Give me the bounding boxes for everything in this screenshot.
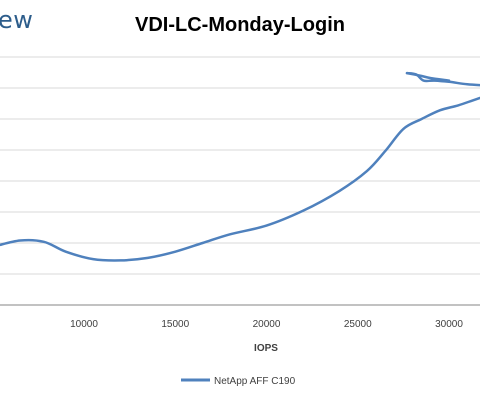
series-line <box>0 96 480 262</box>
x-axis-title: IOPS <box>254 343 278 354</box>
series-line <box>405 71 451 82</box>
x-tick-label: 30000 <box>435 319 463 330</box>
chart-title: VDI-LC-Monday-Login <box>135 14 345 36</box>
x-tick-label: 15000 <box>161 319 189 330</box>
legend: NetApp AFF C190 <box>181 376 296 387</box>
x-tick-label: 25000 <box>344 319 372 330</box>
brand-logo-text: ew <box>0 6 34 34</box>
x-tick-label: 10000 <box>70 319 98 330</box>
x-tick-label: 20000 <box>253 319 281 330</box>
legend-label: NetApp AFF C190 <box>214 376 296 387</box>
